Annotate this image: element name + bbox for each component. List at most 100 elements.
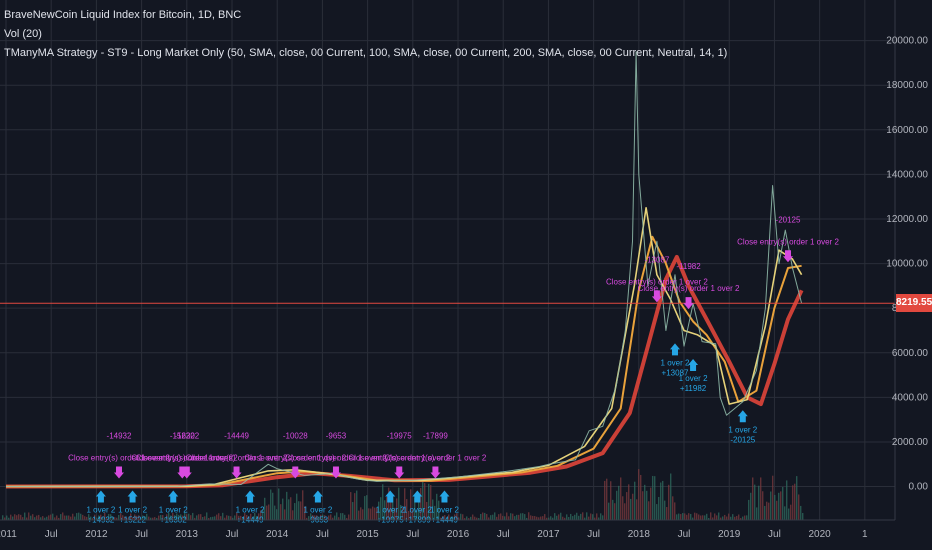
volume-bar (168, 512, 170, 520)
volume-bar (114, 517, 116, 520)
sell-arrow-icon (430, 466, 441, 479)
volume-bar (796, 476, 798, 520)
volume-bar (406, 499, 408, 520)
price-axis[interactable]: 22000.00 20000.00 18000.00 16000.00 14000.00… (886, 0, 932, 550)
time-tick-label: Jul (587, 529, 600, 540)
volume-bar (456, 513, 458, 520)
volume-bar (190, 515, 192, 520)
volume-bar (742, 516, 744, 520)
volume-bar (198, 514, 200, 520)
volume-bar (506, 512, 508, 520)
volume-bar (204, 516, 206, 520)
volume-bar (260, 510, 262, 520)
volume-bar (316, 515, 318, 520)
buy-arrow-icon (385, 490, 396, 503)
volume-bar (550, 516, 552, 520)
volume-bar (766, 501, 768, 520)
volume-bar (116, 517, 118, 520)
volume-bar (64, 515, 66, 520)
volume-bar (696, 513, 698, 520)
volume-bar (120, 513, 122, 520)
volume-bar (544, 514, 546, 520)
volume-bar (170, 515, 172, 520)
volume-bar (280, 504, 282, 520)
volume-bar (700, 515, 702, 520)
price-tick-label: 14000.00 (886, 169, 928, 180)
volume-bar (294, 503, 296, 520)
volume-bar (712, 517, 714, 520)
volume-bar (72, 513, 74, 520)
strategy-label[interactable]: TManyMA Strategy - ST9 - Long Market Onl… (4, 47, 728, 59)
volume-bar (552, 517, 554, 520)
volume-bar (342, 513, 344, 520)
volume-bar (442, 515, 444, 520)
volume-bar (300, 501, 302, 520)
volume-bar (588, 516, 590, 520)
volume-bar (74, 516, 76, 520)
buy-label: 1 over 2 (303, 506, 332, 515)
volume-bar (694, 512, 696, 520)
buy-label: 1 over 2 (661, 358, 690, 367)
volume-bar (252, 516, 254, 520)
volume-bar (142, 515, 144, 520)
volume-bar (306, 517, 308, 520)
time-tick-label: 2017 (537, 529, 560, 540)
volume-bar (110, 514, 112, 520)
volume-bar (240, 515, 242, 520)
volume-bar (70, 516, 72, 520)
time-axis[interactable]: 2011 Jul 2012 Jul 2013 Jul 2014 Jul 2015 Jul 2016 J… (0, 519, 895, 540)
volume-bar (234, 515, 236, 520)
volume-bar (774, 494, 776, 520)
sell-arrow-icon (394, 466, 405, 479)
buy-label: 1 over 2 (236, 506, 265, 515)
volume-bar (652, 475, 654, 520)
volume-bar (648, 501, 650, 520)
sell-arrow-icon (330, 466, 341, 479)
volume-bar (492, 514, 494, 520)
price-tick-label: 16000.00 (886, 125, 928, 136)
volume-bar (318, 516, 320, 520)
volume-bar (500, 513, 502, 520)
volume-bar (40, 517, 42, 520)
volume-bar (276, 509, 278, 520)
volume-bar (748, 499, 750, 520)
symbol-title[interactable]: BraveNewCoin Liquid Index for Bitcoin, 1… (4, 9, 242, 21)
volume-indicator-label[interactable]: Vol (20) (4, 28, 42, 40)
volume-bar (158, 515, 160, 520)
time-tick-label: 2011 (0, 529, 17, 540)
volume-bar (424, 483, 426, 520)
volume-bar (448, 514, 450, 520)
volume-bar (28, 512, 30, 520)
volume-bar (214, 516, 216, 520)
volume-bar (36, 515, 38, 520)
volume-bar (42, 516, 44, 520)
buy-arrow-icon (312, 490, 323, 503)
volume-bar (92, 518, 94, 520)
volume-bar (334, 515, 336, 520)
sell-label: Close entry(s) order 1 over 2 (136, 454, 238, 463)
volume-bar (422, 482, 424, 520)
price-tick-label: 10000.00 (886, 259, 928, 270)
volume-bar (472, 514, 474, 520)
price-tick-label: 20000.00 (886, 36, 928, 47)
volume-bar (376, 507, 378, 520)
volume-bar (320, 514, 322, 520)
volume-bar (436, 493, 438, 520)
grid-lines (0, 0, 895, 520)
volume-bar (266, 505, 268, 520)
volume-bar (346, 518, 348, 520)
volume-bar (166, 514, 168, 520)
volume-bar (558, 514, 560, 520)
time-tick-label: 2012 (85, 529, 108, 540)
volume-bar (360, 507, 362, 520)
volume-bar (96, 517, 98, 520)
time-tick-label: Jul (768, 529, 781, 540)
sell-value: -17899 (423, 432, 448, 441)
volume-bar (798, 494, 800, 520)
volume-bar (108, 513, 110, 520)
time-tick-label: 2014 (266, 529, 289, 540)
buy-value: +11982 (680, 384, 707, 393)
volume-bar (284, 509, 286, 520)
volume-bar (462, 514, 464, 520)
